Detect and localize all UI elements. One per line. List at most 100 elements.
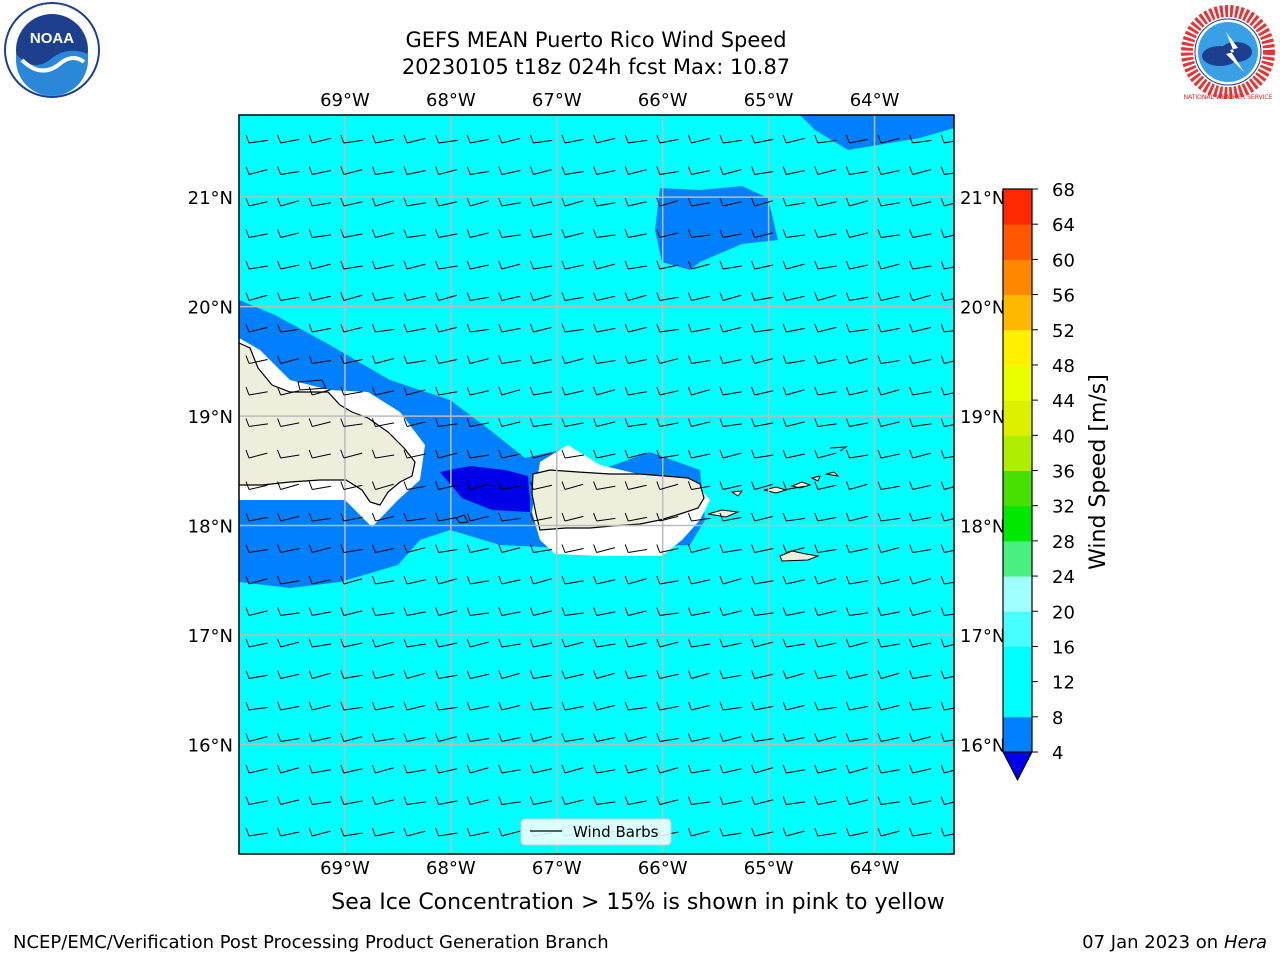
wind-barb (845, 796, 868, 805)
wind-barb (466, 544, 489, 553)
wind-barb (498, 449, 521, 459)
lat-label-right: 21°N (960, 188, 1005, 209)
wind-barb (845, 323, 869, 333)
colorbar-band (1003, 716, 1032, 753)
wind-barb (561, 607, 584, 616)
wind-barb (782, 166, 805, 175)
wind-barb (435, 575, 458, 585)
wind-barb (656, 670, 679, 679)
wind-barb (498, 260, 521, 270)
wind-barb (719, 260, 742, 270)
wind-barb (340, 292, 363, 301)
wind-barb (593, 544, 616, 553)
wind-barb (245, 197, 268, 207)
wind-barb (656, 575, 679, 585)
wind-barb (371, 701, 395, 711)
wind-barb (845, 481, 868, 490)
wind-barb (719, 701, 742, 711)
wind-barb (624, 386, 647, 396)
lat-label-right: 18°N (960, 517, 1005, 538)
legend-label: Wind Barbs (573, 823, 659, 841)
lon-labels-bottom: 69°W 68°W 67°W 66°W 65°W 64°W (320, 858, 900, 879)
colorbar-tick-label: 4 (1052, 743, 1063, 764)
wind-barb (466, 260, 489, 270)
wind-barb (687, 607, 711, 616)
land-saona (297, 379, 327, 391)
wind-barb (435, 166, 458, 175)
wind-barb (877, 575, 900, 585)
wind-barb (435, 355, 458, 364)
wind-barb (593, 764, 616, 774)
wind-barb (403, 260, 426, 270)
wind-barb (909, 323, 932, 333)
lon-label-bottom: 68°W (426, 858, 476, 879)
wind-barb (687, 481, 711, 490)
wind-barb (593, 796, 616, 805)
wind-barb (814, 764, 837, 774)
wind-barb (845, 607, 869, 616)
wind-barb (845, 544, 869, 553)
wind-barb (561, 418, 584, 427)
wind-barb (593, 292, 616, 301)
wind-barb (751, 323, 774, 333)
wind-barb (277, 134, 300, 144)
wind-barb (529, 733, 552, 742)
wind-barb (845, 512, 868, 522)
wind-barb (466, 796, 489, 805)
wind-barb (877, 386, 900, 396)
lon-label-top: 68°W (426, 90, 476, 111)
wind-barb (403, 512, 426, 522)
wind-barb (245, 229, 268, 238)
wind-barb (656, 418, 679, 427)
wind-barb (751, 575, 774, 585)
wind-barb (909, 355, 932, 364)
wind-barb (529, 544, 553, 553)
lon-label-top: 67°W (532, 90, 582, 111)
wind-barb (466, 670, 489, 679)
wind-barb (371, 355, 394, 364)
wind-barb (909, 638, 932, 648)
wind-barb (340, 166, 363, 175)
wind-barb (624, 670, 647, 679)
wind-barb (308, 134, 331, 144)
wind-barb (498, 166, 521, 175)
wind-barb (656, 355, 679, 364)
wind-barb (466, 449, 490, 459)
footer-date: 07 Jan 2023 on Hera (1082, 932, 1267, 953)
wind-barb (371, 481, 394, 490)
wind-barb (814, 481, 837, 490)
wind-barb (877, 229, 900, 238)
wind-barb (751, 607, 774, 616)
wind-barb (656, 481, 679, 490)
wind-barb (782, 544, 805, 553)
wind-barb (751, 733, 774, 742)
map-frame (238, 114, 955, 855)
wind-barb (340, 260, 363, 270)
wind-barb (687, 166, 711, 175)
wind-contour-north (800, 115, 954, 150)
wind-barb (656, 544, 679, 553)
wind-barb (340, 512, 363, 522)
wind-barb (498, 512, 521, 522)
wind-barb (435, 260, 458, 270)
wind-barb (529, 134, 553, 144)
wind-contour-low (440, 466, 530, 512)
wind-barb (466, 638, 489, 648)
wind-barb (845, 134, 869, 144)
wind-barb (308, 544, 331, 553)
wind-barb (371, 733, 395, 742)
wind-barb (529, 166, 552, 175)
colorbar-band (1003, 646, 1032, 683)
wind-barb (498, 796, 521, 805)
wind-barb (782, 260, 805, 270)
colorbar-band (1003, 294, 1032, 331)
wind-barb (719, 323, 742, 333)
wind-barb (687, 418, 710, 427)
colorbar-tick-label: 40 (1052, 426, 1075, 447)
wind-barb (308, 733, 331, 742)
wind-barb (277, 827, 300, 837)
wind-barb (751, 827, 774, 837)
wind-barb (877, 544, 900, 553)
wind-barb (877, 827, 900, 837)
wind-barb (561, 544, 584, 553)
